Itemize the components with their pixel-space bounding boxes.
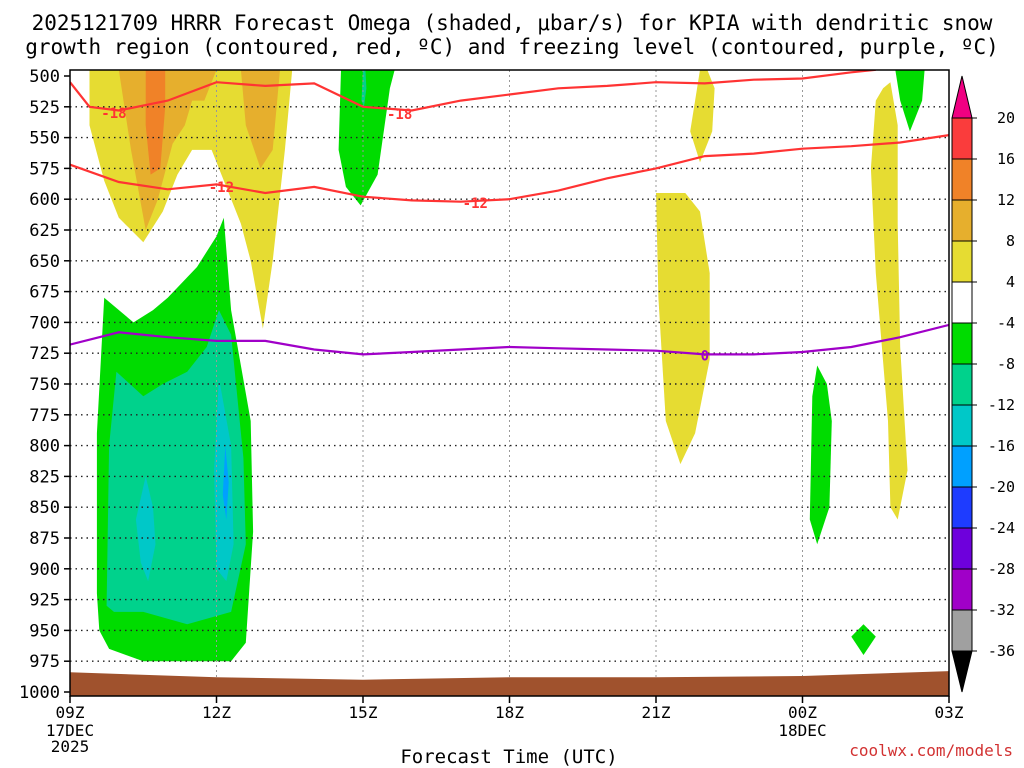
y-tick-label-575: 575 [29,159,60,179]
omega-region-upward-motion-early-strongest [222,445,229,520]
colorbar-segment--4 [951,281,973,324]
x-tick-label-18Z: 18Z [495,703,524,722]
isotherm-minus-18-line [70,70,876,112]
colorbar-label--12: -12 [988,396,1015,414]
colorbar-label--36: -36 [988,642,1015,660]
y-tick-label-725: 725 [29,344,60,364]
colorbar-segment--12 [951,363,973,406]
surface-band-layer [70,671,949,696]
y-tick-label-750: 750 [29,375,60,395]
colorbar-segment--32 [951,568,973,611]
isotherm-minus-12-label: -12 [463,196,488,212]
y-tick-label-800: 800 [29,437,60,457]
y-tick-label-975: 975 [29,652,60,672]
omega-region-upward-motion-early-strong-a [135,476,156,582]
y-tick-label-950: 950 [29,621,60,641]
colorbar-segment--20 [951,445,973,488]
x-tick-sublabel-2025: 2025 [51,737,90,756]
omega-region-sinking-upper-left-8b [240,70,280,169]
colorbar-segment--36 [951,609,973,652]
y-tick-label-625: 625 [29,221,60,241]
colorbar-label--16: -16 [988,437,1015,455]
x-tick-label-09Z: 09Z [56,703,85,722]
colorbar-segment-8 [951,199,973,242]
omega-shading [89,70,925,662]
omega-region-upward-motion-low [851,624,876,655]
x-tick-label-15Z: 15Z [349,703,378,722]
y-tick-label-650: 650 [29,252,60,272]
colorbar-segment--16 [951,404,973,447]
isotherm-minus-12-line [70,134,949,203]
x-tick-sublabel-17DEC: 17DEC [46,721,94,740]
colorbar-above-triangle [951,75,973,119]
omega-region-sinking-upper-left-12 [145,70,166,175]
x-tick-label-21Z: 21Z [642,703,671,722]
colorbar-label--24: -24 [988,519,1015,537]
y-tick-label-500: 500 [29,67,60,87]
omega-region-sinking-afternoon [656,193,710,465]
y-tick-label-1000: 1000 [19,683,60,703]
colorbar-below-triangle [951,650,973,693]
chart-title-line-1: 2025121709 HRRR Forecast Omega (shaded, … [32,11,993,35]
y-tick-label-850: 850 [29,498,60,518]
colorbar-segment--8 [951,322,973,365]
y-tick-label-825: 825 [29,467,60,487]
omega-region-upward-motion-midday-core [361,70,367,107]
freezing-level-label: 0 [701,349,709,365]
x-tick-sublabel-18DEC: 18DEC [778,721,826,740]
y-tick-label-600: 600 [29,190,60,210]
colorbar-label--20: -20 [988,478,1015,496]
chart-title-line-2: growth region (contoured, red, ºC) and f… [25,35,999,59]
y-tick-label-550: 550 [29,129,60,149]
colorbar-segment-16 [951,117,973,160]
colorbar-label--28: -28 [988,560,1015,578]
x-tick-label-00Z: 00Z [788,703,817,722]
colorbar: 20 16 12 8 4 -4 -8 -12 -16 -20 -24 -28 -32 -36 [951,75,1015,693]
y-tick-label-875: 875 [29,529,60,549]
colorbar-label-20: 20 [997,109,1015,127]
y-axis: 500 525 550 575 600 625 650 675 700 725 750 775 800 8… [19,67,70,703]
colorbar-segment-12 [951,158,973,201]
colorbar-label--32: -32 [988,601,1015,619]
omega-region-sinking-night [870,82,908,520]
y-tick-label-700: 700 [29,313,60,333]
colorbar-segment--24 [951,486,973,529]
credit-text: coolwx.com/models [849,741,1013,760]
y-tick-label-900: 900 [29,560,60,580]
omega-region-upward-motion-midday [338,70,395,206]
y-tick-label-675: 675 [29,283,60,303]
freezing-level-line [70,323,949,356]
colorbar-label--4: -4 [997,314,1015,332]
omega-region-upward-motion-top-right [895,70,925,132]
x-axis-title: Forecast Time (UTC) [400,746,617,768]
y-tick-label-525: 525 [29,98,60,118]
colorbar-segment-4 [951,240,973,283]
isotherm-minus-18-label: -18 [387,107,412,123]
y-tick-label-925: 925 [29,591,60,611]
colorbar-label-16: 16 [997,150,1015,168]
colorbar-label-8: 8 [1006,232,1015,250]
x-tick-label-03Z: 03Z [935,703,964,722]
colorbar-segment--28 [951,527,973,570]
grid-lines [70,70,949,696]
x-tick-label-12Z: 12Z [202,703,231,722]
temperature-contours: -18 -18 -12 -12 0 [70,70,949,365]
omega-region-sinking-upper-left-8 [118,70,217,230]
surface-band [70,671,949,696]
isotherm-minus-18-label: -18 [101,106,126,122]
omega-region-upward-motion-evening [809,365,832,545]
colorbar-label--8: -8 [997,355,1015,373]
omega-region-sinking-afternoon-upper [690,70,715,163]
y-tick-label-775: 775 [29,406,60,426]
colorbar-label-4: 4 [1006,273,1015,291]
colorbar-label-12: 12 [997,191,1015,209]
isotherm-minus-12-label: -12 [209,180,234,196]
